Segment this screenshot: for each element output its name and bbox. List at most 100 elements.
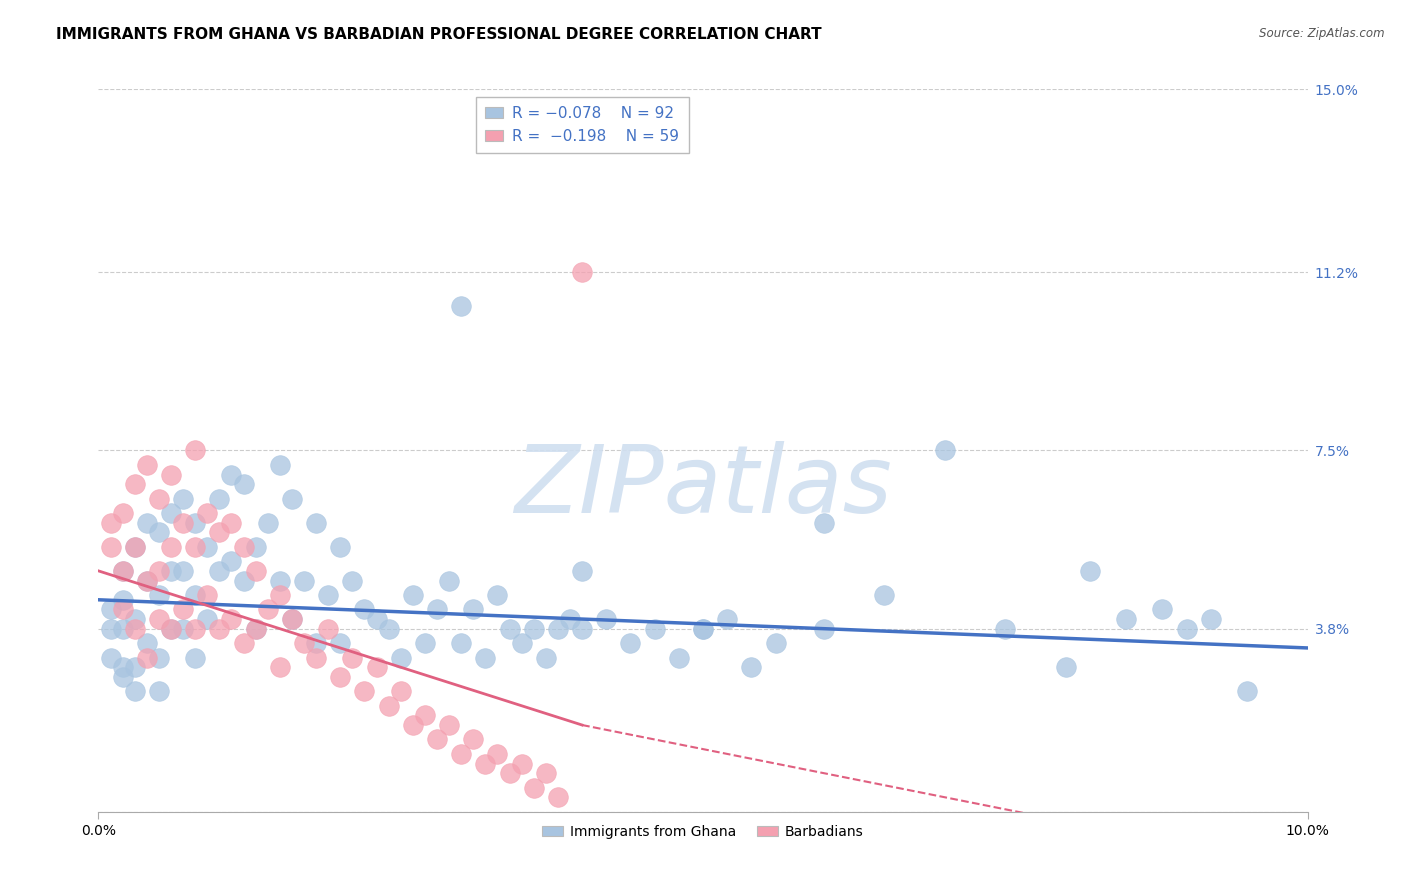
Point — [124, 540, 146, 554]
Point — [292, 636, 315, 650]
Point — [160, 564, 183, 578]
Point — [498, 622, 520, 636]
Point — [221, 467, 243, 482]
Point — [413, 708, 436, 723]
Point — [474, 756, 496, 771]
Point — [523, 622, 546, 636]
Point — [740, 660, 762, 674]
Point — [100, 602, 122, 616]
Point — [1078, 564, 1101, 578]
Point — [437, 718, 460, 732]
Point — [534, 766, 557, 780]
Point — [232, 574, 254, 588]
Point — [342, 574, 364, 588]
Point — [111, 670, 134, 684]
Point — [329, 540, 352, 554]
Point — [111, 660, 134, 674]
Point — [172, 516, 194, 530]
Point — [184, 588, 207, 602]
Point — [353, 684, 375, 698]
Point — [329, 636, 352, 650]
Point — [124, 540, 146, 554]
Point — [1236, 684, 1258, 698]
Point — [100, 650, 122, 665]
Point — [668, 650, 690, 665]
Point — [547, 622, 569, 636]
Point — [148, 588, 170, 602]
Point — [184, 443, 207, 458]
Point — [873, 588, 896, 602]
Point — [160, 506, 183, 520]
Point — [463, 732, 485, 747]
Point — [245, 622, 267, 636]
Point — [184, 540, 207, 554]
Point — [1054, 660, 1077, 674]
Point — [100, 516, 122, 530]
Point — [148, 684, 170, 698]
Point — [135, 458, 157, 472]
Legend: Immigrants from Ghana, Barbadians: Immigrants from Ghana, Barbadians — [537, 820, 869, 845]
Point — [305, 636, 328, 650]
Point — [281, 612, 304, 626]
Point — [100, 622, 122, 636]
Point — [595, 612, 617, 626]
Point — [498, 766, 520, 780]
Point — [221, 554, 243, 568]
Point — [148, 564, 170, 578]
Point — [124, 477, 146, 491]
Point — [426, 732, 449, 747]
Point — [124, 612, 146, 626]
Point — [413, 636, 436, 650]
Point — [195, 506, 218, 520]
Point — [486, 588, 509, 602]
Point — [571, 622, 593, 636]
Point — [124, 660, 146, 674]
Point — [111, 602, 134, 616]
Point — [124, 622, 146, 636]
Point — [510, 756, 533, 771]
Point — [510, 636, 533, 650]
Point — [111, 564, 134, 578]
Point — [232, 636, 254, 650]
Point — [195, 588, 218, 602]
Point — [450, 299, 472, 313]
Point — [184, 622, 207, 636]
Point — [184, 516, 207, 530]
Point — [135, 650, 157, 665]
Point — [135, 574, 157, 588]
Point — [402, 588, 425, 602]
Point — [148, 491, 170, 506]
Point — [402, 718, 425, 732]
Point — [172, 602, 194, 616]
Point — [389, 650, 412, 665]
Point — [135, 516, 157, 530]
Point — [195, 612, 218, 626]
Point — [281, 612, 304, 626]
Point — [221, 516, 243, 530]
Text: IMMIGRANTS FROM GHANA VS BARBADIAN PROFESSIONAL DEGREE CORRELATION CHART: IMMIGRANTS FROM GHANA VS BARBADIAN PROFE… — [56, 27, 823, 42]
Point — [619, 636, 641, 650]
Point — [124, 684, 146, 698]
Point — [316, 622, 339, 636]
Point — [377, 622, 399, 636]
Point — [534, 650, 557, 665]
Point — [366, 660, 388, 674]
Point — [716, 612, 738, 626]
Point — [269, 574, 291, 588]
Point — [765, 636, 787, 650]
Point — [934, 443, 956, 458]
Point — [486, 747, 509, 761]
Point — [692, 622, 714, 636]
Point — [148, 612, 170, 626]
Point — [547, 790, 569, 805]
Point — [148, 650, 170, 665]
Point — [111, 564, 134, 578]
Point — [111, 592, 134, 607]
Point — [305, 650, 328, 665]
Point — [305, 516, 328, 530]
Text: ZIPatlas: ZIPatlas — [515, 441, 891, 533]
Point — [245, 622, 267, 636]
Point — [692, 622, 714, 636]
Point — [221, 612, 243, 626]
Point — [994, 622, 1017, 636]
